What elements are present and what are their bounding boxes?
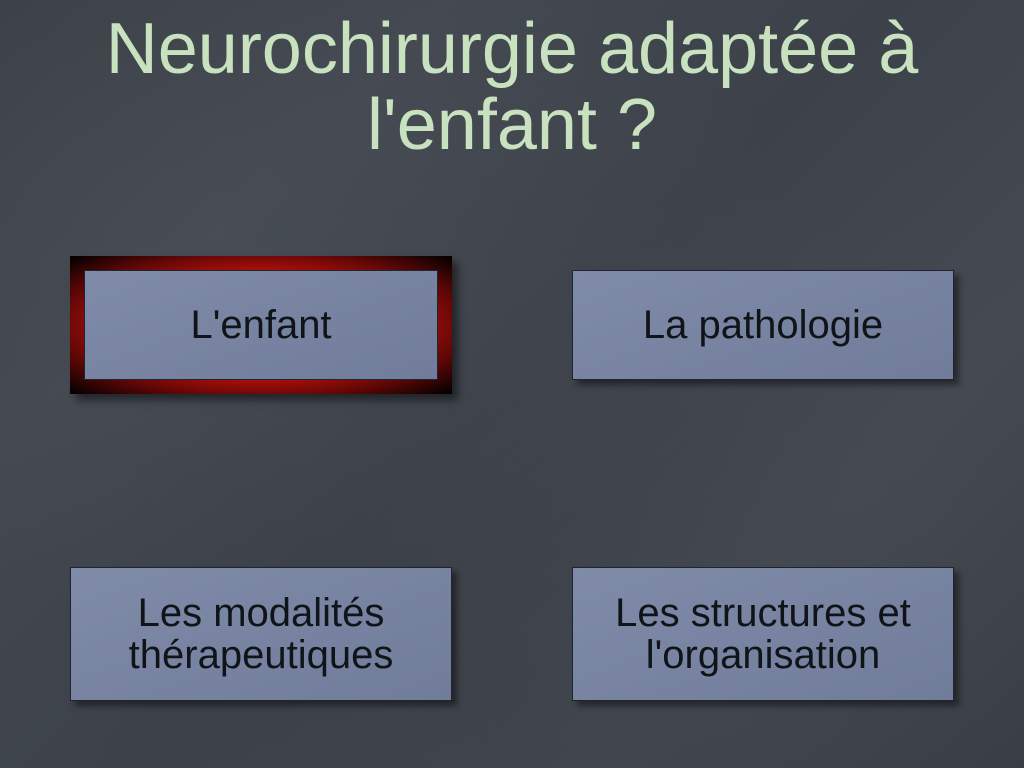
cell-structures: Les structures et l'organisation (572, 539, 954, 728)
box-modalites: Les modalités thérapeutiques (70, 567, 452, 701)
cell-enfant: L'enfant (70, 230, 452, 419)
boxes-grid: L'enfant La pathologie Les modalités thé… (70, 230, 954, 728)
slide-title: Neurochirurgie adaptée à l'enfant ? (0, 12, 1024, 163)
highlight-frame: L'enfant (70, 256, 452, 394)
box-pathologie: La pathologie (572, 270, 954, 380)
cell-pathologie: La pathologie (572, 230, 954, 419)
box-label: Les modalités thérapeutiques (87, 592, 435, 676)
box-label: L'enfant (190, 304, 331, 346)
box-label: La pathologie (643, 304, 883, 346)
cell-modalites: Les modalités thérapeutiques (70, 539, 452, 728)
box-structures: Les structures et l'organisation (572, 567, 954, 701)
box-enfant: L'enfant (84, 270, 438, 380)
box-label: Les structures et l'organisation (589, 592, 937, 676)
